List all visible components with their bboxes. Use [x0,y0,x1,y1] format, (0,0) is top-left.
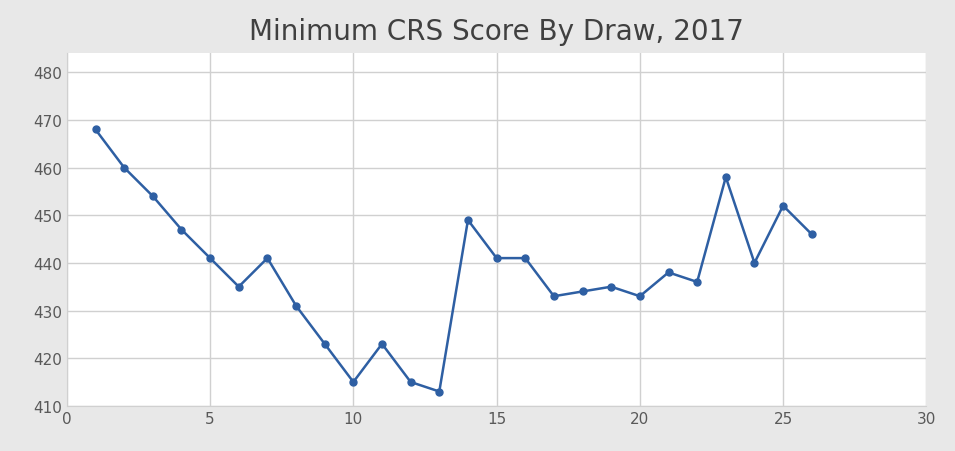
Title: Minimum CRS Score By Draw, 2017: Minimum CRS Score By Draw, 2017 [249,18,744,46]
